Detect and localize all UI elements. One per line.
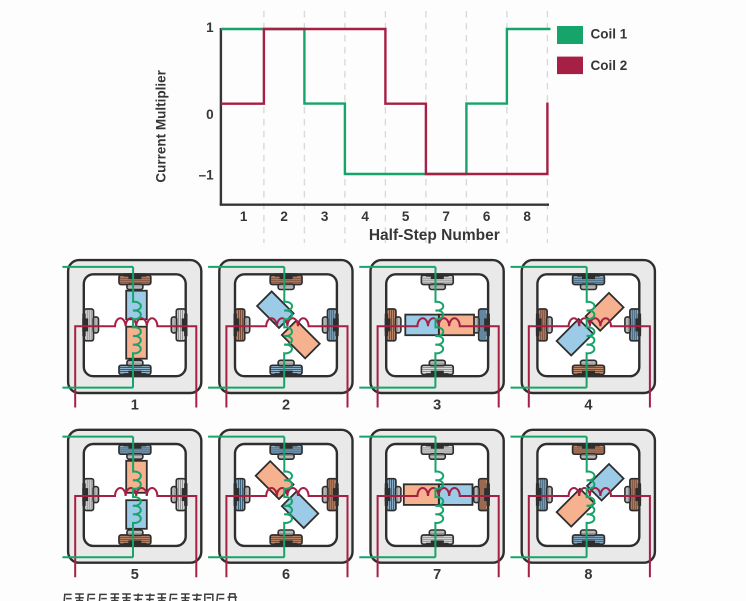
svg-text:3: 3 [433, 397, 441, 413]
svg-text:6: 6 [282, 567, 290, 583]
svg-text:7: 7 [442, 209, 450, 224]
svg-text:2: 2 [280, 209, 288, 224]
svg-text:–1: –1 [199, 168, 215, 183]
svg-text:1: 1 [206, 20, 214, 35]
svg-text:Coil 2: Coil 2 [591, 58, 628, 73]
svg-text:Half-Step Number: Half-Step Number [369, 227, 500, 244]
svg-text:5: 5 [402, 209, 410, 224]
svg-text:Current Multiplier: Current Multiplier [154, 69, 169, 182]
svg-text:0: 0 [206, 107, 214, 122]
svg-text:8: 8 [523, 209, 531, 224]
svg-text:8: 8 [584, 567, 592, 583]
svg-text:1: 1 [131, 397, 139, 413]
svg-text:5: 5 [131, 567, 139, 583]
svg-text:3: 3 [321, 209, 329, 224]
svg-text:7: 7 [433, 567, 441, 583]
svg-text:1: 1 [240, 209, 248, 224]
svg-text:6: 6 [483, 209, 491, 224]
svg-text:Coil 1: Coil 1 [591, 27, 628, 42]
svg-text:4: 4 [361, 209, 369, 224]
svg-text:4: 4 [584, 397, 592, 413]
svg-text:2: 2 [282, 397, 290, 413]
